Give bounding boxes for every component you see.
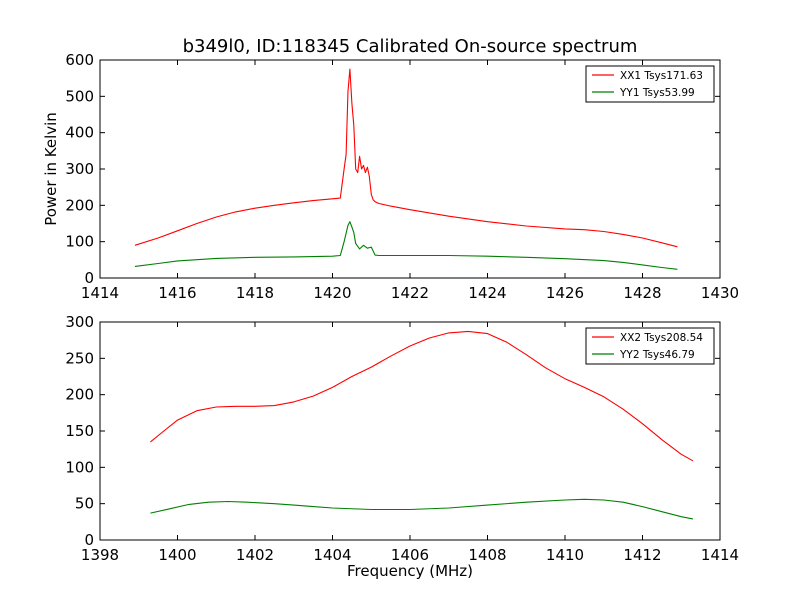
top-x-tick-label: 1420	[313, 284, 351, 302]
top-x-tick-label: 1428	[623, 284, 661, 302]
bottom-y-tick-label: 250	[65, 349, 94, 367]
bottom-legend-box	[585, 327, 715, 365]
bottom-series-line-1	[150, 330, 694, 462]
top-x-tick-label: 1430	[701, 284, 739, 302]
bottom-x-axis-label: Frequency (MHz)	[347, 562, 473, 580]
top-x-tick-label: 1422	[391, 284, 429, 302]
bottom-y-tick-label: 0	[84, 531, 94, 549]
top-series-line-1	[134, 68, 678, 248]
top-legend-label-2: YY1 Tsys53.99	[619, 87, 695, 99]
bottom-y-tick-label: 300	[65, 313, 94, 331]
top-x-tick-label: 1426	[546, 284, 584, 302]
bottom-x-tick-label: 1398	[81, 546, 119, 564]
top-y-tick-label: 100	[65, 233, 94, 251]
bottom-legend-label-1: XX2 Tsys208.54	[620, 332, 703, 344]
bottom-legend-label-2: YY2 Tsys46.79	[619, 349, 695, 361]
bottom-series-line-2	[150, 498, 694, 520]
top-legend-label-1: XX1 Tsys171.63	[620, 70, 703, 82]
top-y-tick-label: 0	[84, 269, 94, 287]
figure-title: b349l0, ID:118345 Calibrated On-source s…	[183, 36, 638, 57]
top-x-tick-label: 1424	[468, 284, 506, 302]
bottom-x-tick-label: 1406	[391, 546, 429, 564]
top-y-tick-label: 300	[65, 160, 94, 178]
bottom-x-tick-label: 1412	[623, 546, 661, 564]
top-panel: 1414 1416 1418 1420 1422 1424 1426 1428 1430 0 100…	[65, 51, 739, 302]
top-legend-box	[585, 65, 715, 103]
top-y-axis-label: Power in Kelvin	[42, 112, 60, 226]
bottom-x-tick-label: 1400	[158, 546, 196, 564]
bottom-x-tick-label: 1402	[236, 546, 274, 564]
top-y-tick-label: 200	[65, 196, 94, 214]
top-y-tick-label: 400	[65, 124, 94, 142]
top-legend: XX1 Tsys171.63 YY1 Tsys53.99	[585, 65, 715, 103]
top-x-tick-label: 1416	[158, 284, 196, 302]
bottom-x-tick-label: 1414	[701, 546, 739, 564]
top-y-tick-label: 500	[65, 87, 94, 105]
bottom-x-tick-label: 1410	[546, 546, 584, 564]
bottom-y-tick-label: 200	[65, 386, 94, 404]
bottom-x-tick-label: 1408	[468, 546, 506, 564]
bottom-x-tick-label: 1404	[313, 546, 351, 564]
bottom-y-tick-label: 100	[65, 458, 94, 476]
bottom-y-tick-label: 150	[65, 422, 94, 440]
top-y-tick-label: 600	[65, 51, 94, 69]
top-x-tick-label: 1414	[81, 284, 119, 302]
bottom-y-tick-label: 50	[75, 495, 94, 513]
bottom-legend: XX2 Tsys208.54 YY2 Tsys46.79	[585, 327, 715, 365]
top-x-tick-label: 1418	[236, 284, 274, 302]
bottom-panel: 1398 1400 1402 1404 1406 1408 1410 1412 1414 0 50 1…	[65, 313, 739, 564]
top-series-line-2	[134, 221, 678, 270]
